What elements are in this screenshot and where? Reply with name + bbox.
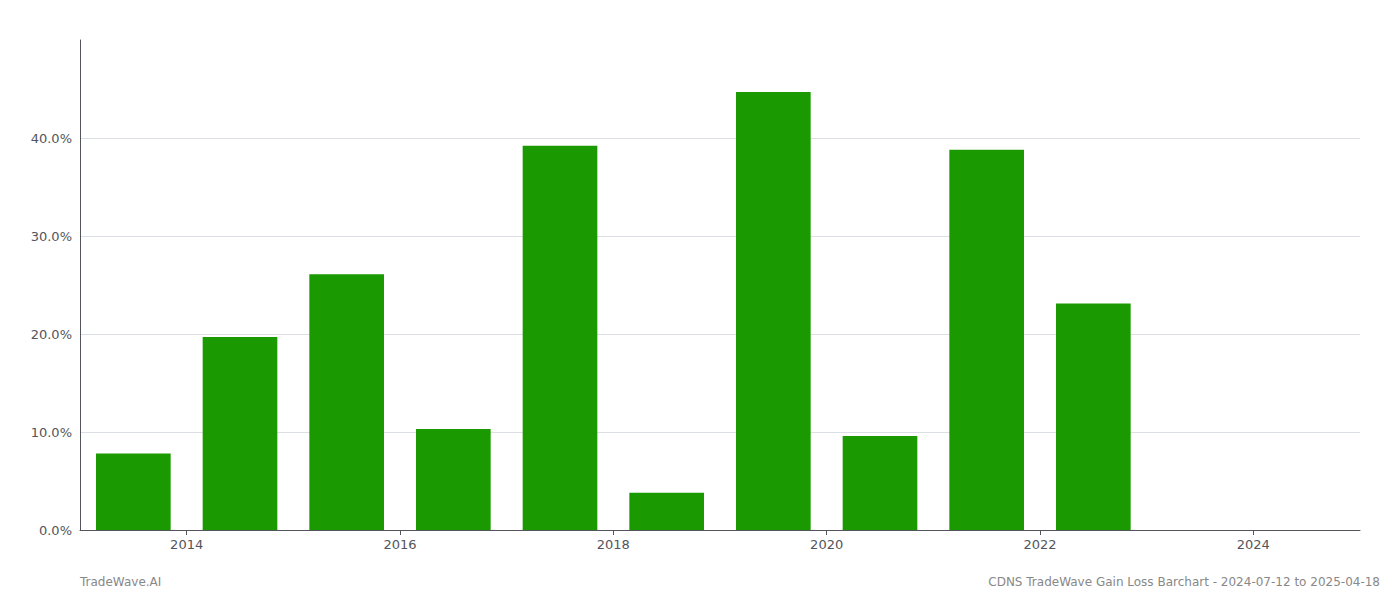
svg-text:30.0%: 30.0%: [31, 229, 72, 244]
svg-text:2024: 2024: [1237, 537, 1270, 552]
svg-text:2014: 2014: [170, 537, 203, 552]
svg-text:TradeWave.AI: TradeWave.AI: [79, 575, 161, 589]
svg-text:2016: 2016: [383, 537, 416, 552]
svg-text:2020: 2020: [810, 537, 843, 552]
svg-text:2022: 2022: [1023, 537, 1056, 552]
svg-text:10.0%: 10.0%: [31, 425, 72, 440]
svg-text:20.0%: 20.0%: [31, 327, 72, 342]
svg-text:40.0%: 40.0%: [31, 131, 72, 146]
svg-text:CDNS TradeWave Gain Loss Barch: CDNS TradeWave Gain Loss Barchart - 2024…: [988, 575, 1380, 589]
svg-text:2018: 2018: [597, 537, 630, 552]
svg-text:0.0%: 0.0%: [39, 523, 72, 538]
